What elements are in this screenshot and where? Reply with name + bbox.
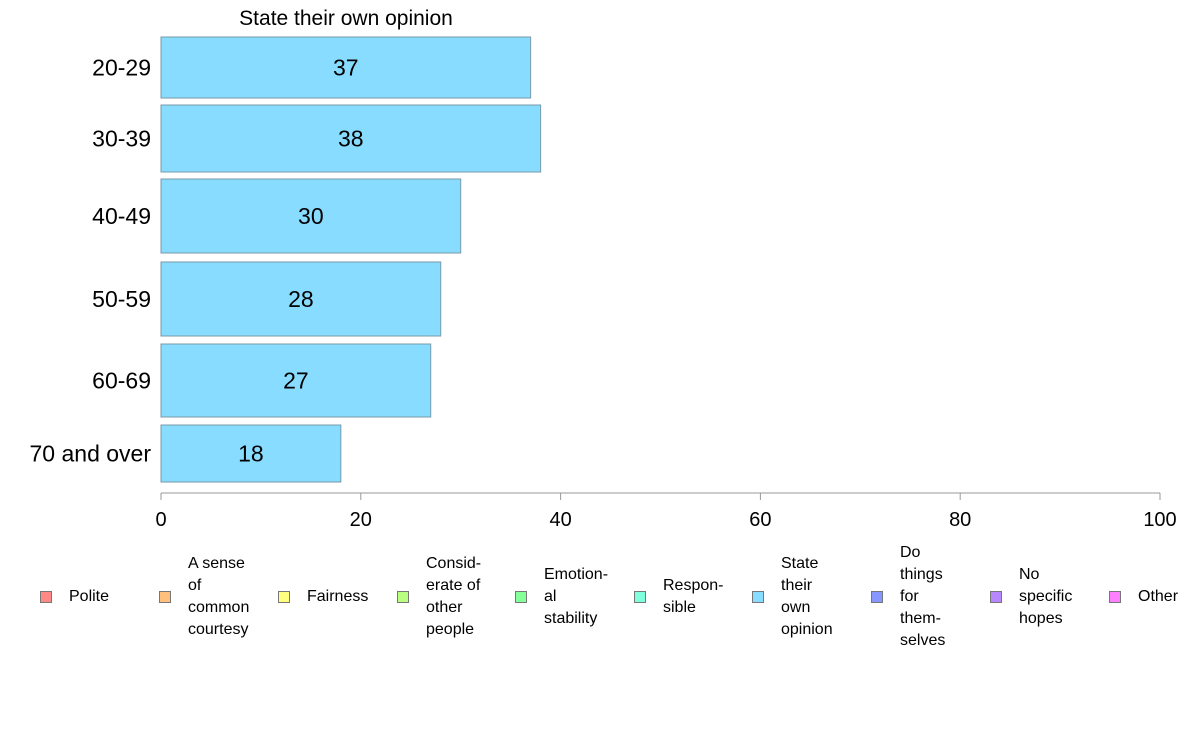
chart-title: State their own opinion [239, 7, 453, 30]
legend-label: Other [1138, 588, 1179, 605]
legend-label: Consid- erate of other people [426, 555, 482, 638]
legend-label: A sense of common courtesy [188, 555, 250, 638]
legend-label: Fairness [307, 588, 369, 605]
x-tick-label: 40 [549, 509, 571, 531]
legend-item: State their own opinion [752, 553, 833, 641]
bar-value-label: 38 [338, 126, 364, 152]
bar-value-label: 30 [298, 203, 324, 229]
bar-60-69 [160, 343, 432, 418]
x-tick-label: 0 [155, 509, 166, 531]
legend-swatch [515, 591, 527, 603]
legend-item: A sense of common courtesy [159, 553, 249, 641]
legend-swatch [634, 591, 646, 603]
bar-40-49 [160, 178, 462, 254]
legend-item: Do things for them- selves [871, 542, 945, 652]
legend-swatch [397, 591, 409, 603]
bar-value-label: 18 [238, 441, 264, 467]
legend-item: Consid- erate of other people [397, 553, 481, 641]
legend-label: Do things for them- selves [900, 544, 946, 649]
bar-value-label: 27 [283, 368, 309, 394]
legend-item: Other [1109, 586, 1178, 608]
bar-70-and-over [160, 424, 342, 483]
bars-group: 37 38 30 28 27 18 [160, 36, 542, 483]
x-tick-label: 80 [949, 509, 971, 531]
category-labels: 20-29 30-39 40-49 50-59 60-69 70 and over [30, 55, 152, 467]
legend-label: State their own opinion [781, 555, 833, 638]
legend-swatch [871, 591, 883, 603]
legend-item: Fairness [278, 586, 368, 608]
legend-swatch [990, 591, 1002, 603]
bar-value-label: 37 [333, 55, 359, 81]
legend-item: Emotion- al stability [515, 564, 608, 630]
x-axis: 0 20 40 60 80 100 [155, 492, 1177, 531]
category-label: 60-69 [92, 368, 151, 394]
bar-30-39 [160, 104, 542, 173]
legend: Polite A sense of common courtesy Fairness… [0, 542, 1188, 665]
bar-20-29 [160, 36, 532, 99]
legend-swatch [278, 591, 290, 603]
legend-label: Polite [69, 588, 110, 605]
category-label: 70 and over [30, 441, 152, 467]
legend-label: Emotion- al stability [544, 566, 609, 627]
legend-swatch [40, 591, 52, 603]
legend-label: No specific hopes [1019, 566, 1073, 627]
x-tick-label: 20 [350, 509, 372, 531]
bar-50-59 [160, 261, 442, 337]
legend-swatch [752, 591, 764, 603]
legend-item: Respon- sible [634, 575, 723, 619]
legend-label: Respon- sible [663, 577, 724, 616]
x-tick-label: 60 [749, 509, 771, 531]
legend-item: Polite [40, 586, 109, 608]
category-label: 20-29 [92, 55, 151, 81]
bar-value-label: 28 [288, 286, 314, 312]
category-label: 50-59 [92, 286, 151, 312]
category-label: 40-49 [92, 203, 151, 229]
legend-item: No specific hopes [990, 564, 1072, 630]
category-label: 30-39 [92, 126, 151, 152]
legend-swatch [159, 591, 171, 603]
x-tick-label: 100 [1143, 509, 1176, 531]
legend-swatch [1109, 591, 1121, 603]
